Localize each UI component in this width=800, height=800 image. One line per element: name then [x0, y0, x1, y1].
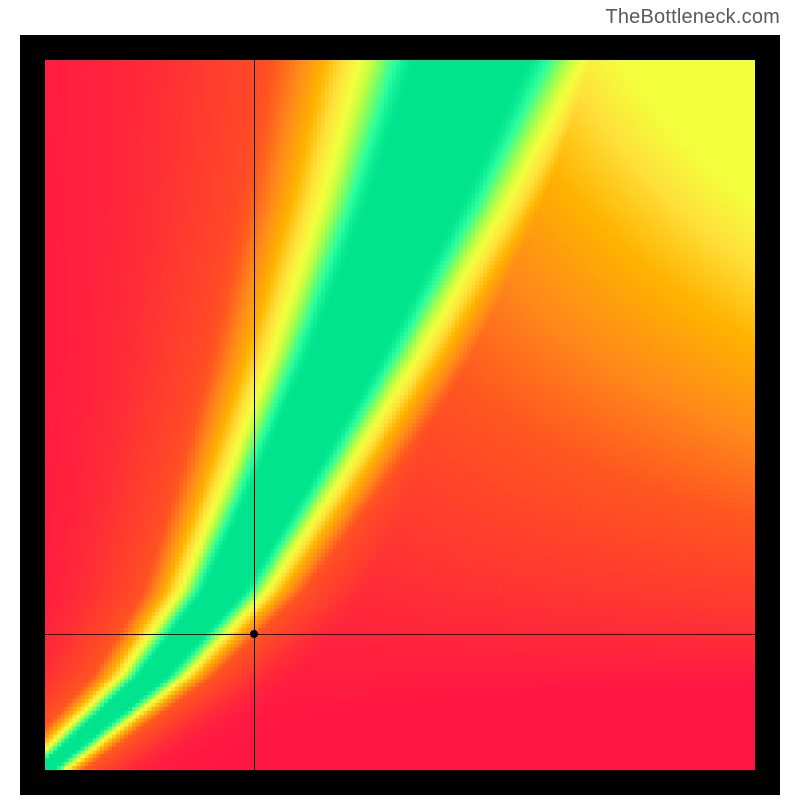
chart-container: TheBottleneck.com: [0, 0, 800, 800]
watermark-text: TheBottleneck.com: [605, 6, 780, 29]
plot-frame: [20, 35, 780, 795]
heatmap-canvas: [45, 60, 755, 770]
